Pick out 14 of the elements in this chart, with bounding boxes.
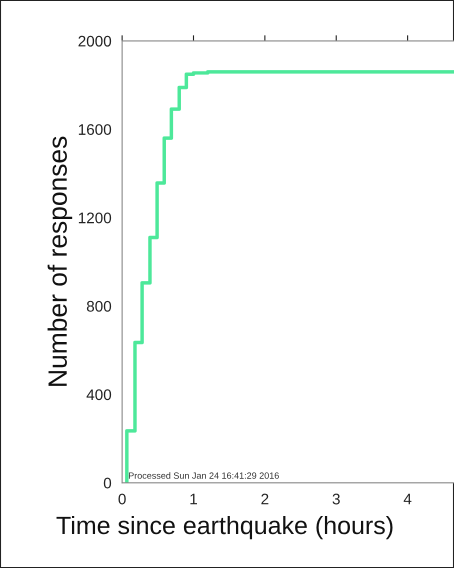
y-tick-label: 400	[86, 389, 112, 400]
x-tick-label: 3	[332, 494, 340, 504]
x-tick-label: 1	[190, 494, 197, 504]
y-tick-label: 2000	[78, 36, 112, 47]
y-tick-label: 1600	[78, 124, 112, 135]
x-tick-label: 0	[118, 494, 126, 504]
y-axis-title: Number of responses	[48, 136, 72, 386]
y-tick-label: 800	[86, 300, 112, 312]
y-tick-label: 1200	[78, 212, 112, 224]
y-tick-label: 0	[104, 478, 112, 488]
x-tick-label: 4	[404, 494, 412, 504]
annotation: Processed Sun Jan 24 16:41:29 2016	[128, 472, 279, 479]
x-axis-title: Time since earthquake (hours)	[56, 516, 393, 540]
x-tick-label: 2	[261, 494, 268, 504]
